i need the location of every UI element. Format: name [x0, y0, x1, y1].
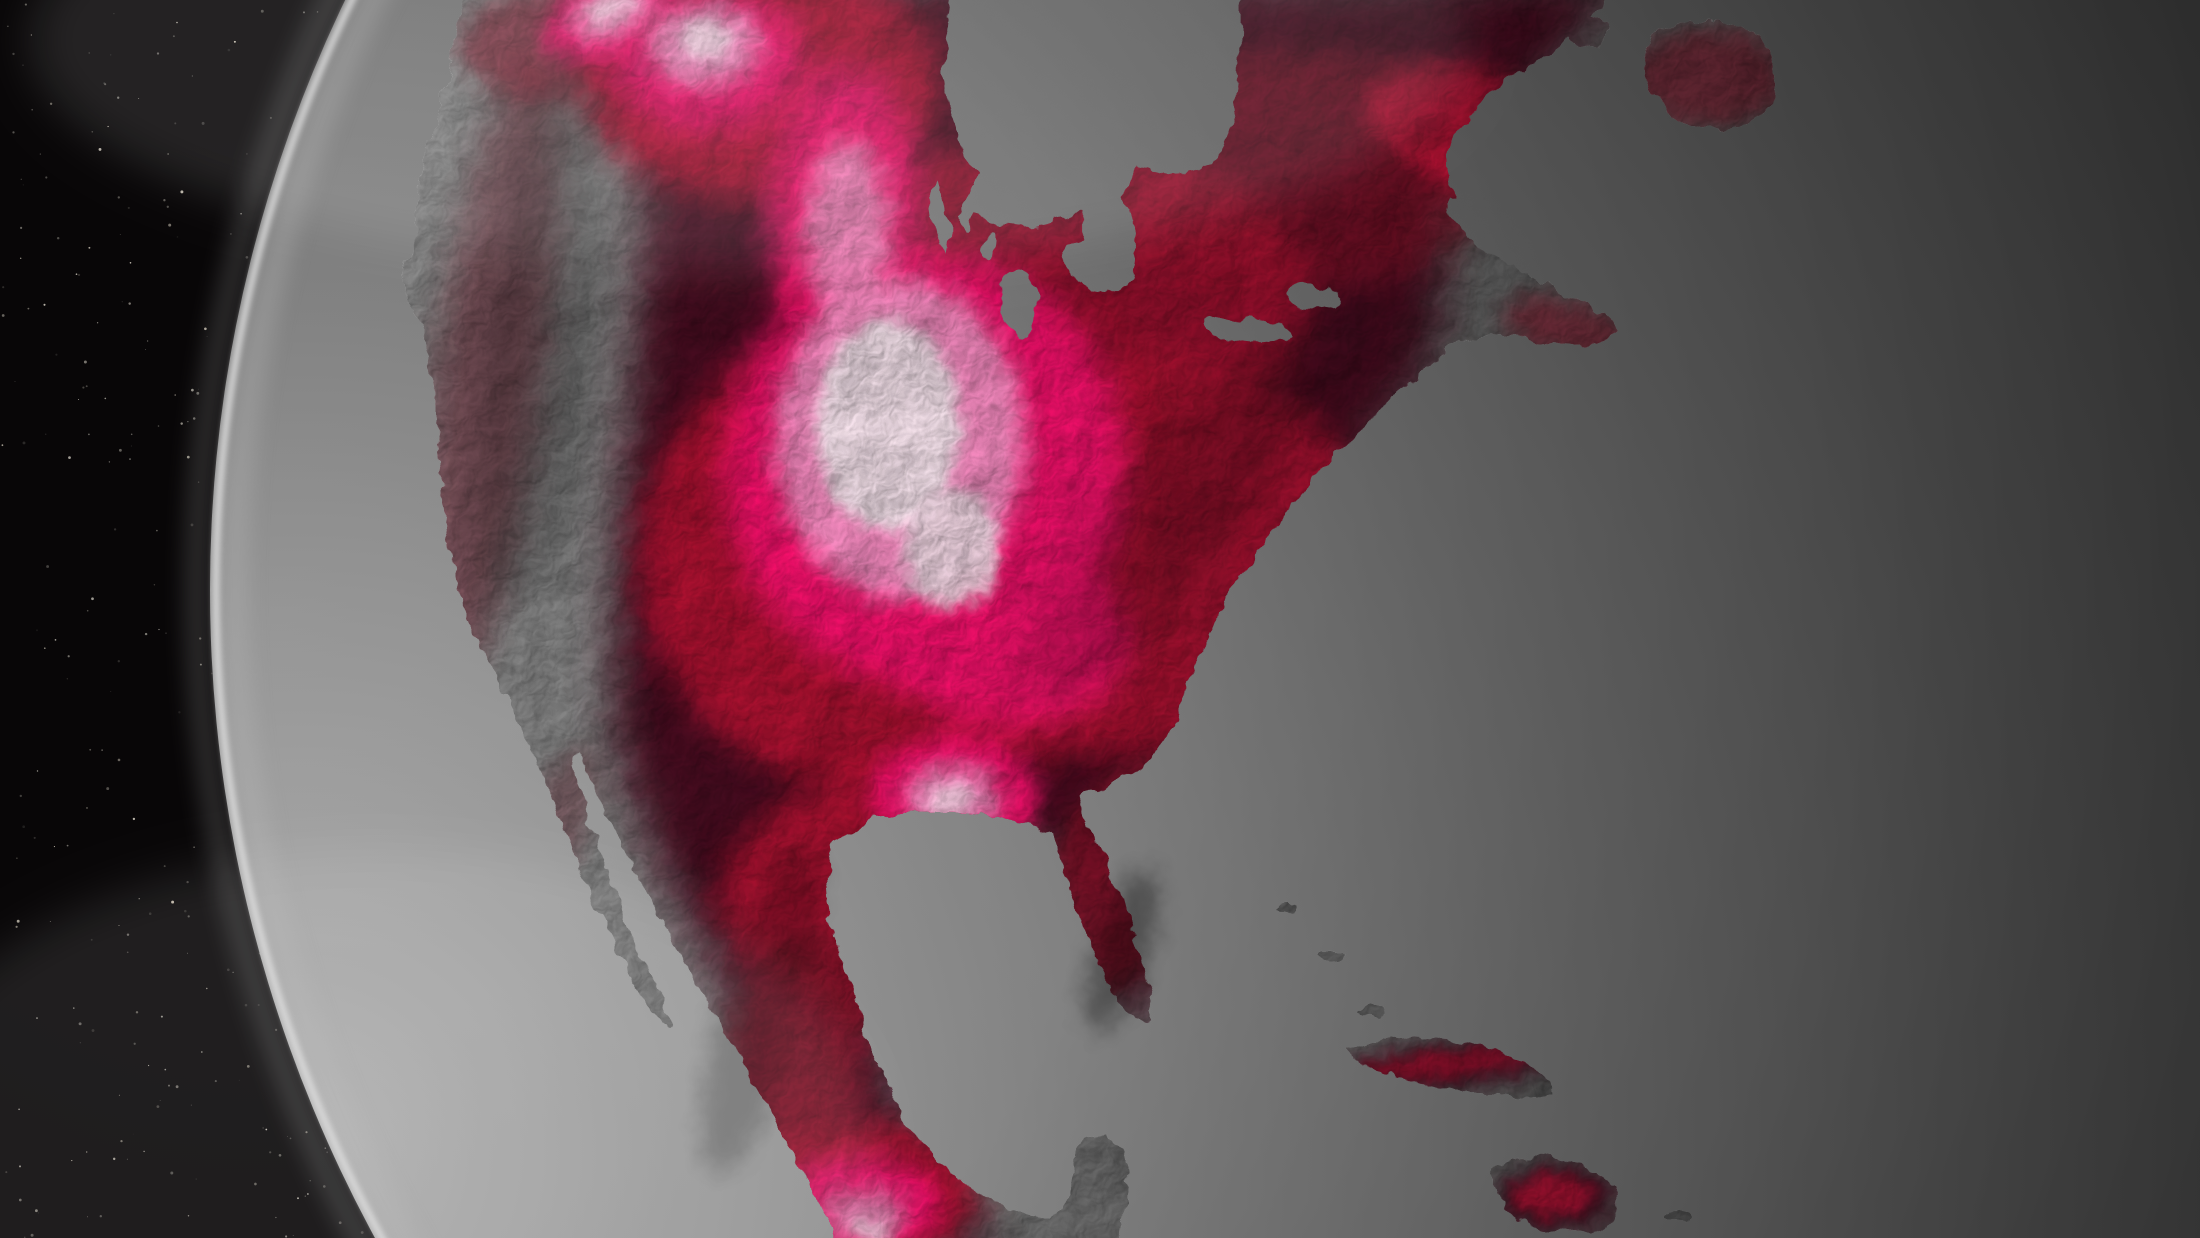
rim-soft-highlight	[224, 0, 417, 1238]
rim-edge-highlight	[212, 0, 387, 1238]
